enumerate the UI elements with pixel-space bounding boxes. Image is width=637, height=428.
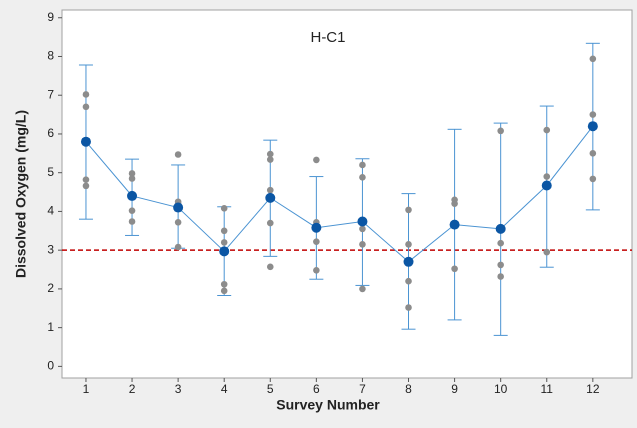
x-tick-label: 10	[494, 382, 508, 396]
observation	[174, 151, 182, 158]
observation	[174, 218, 182, 226]
observation	[359, 241, 366, 248]
observation	[359, 225, 366, 233]
observation	[220, 205, 228, 212]
observation	[128, 207, 136, 214]
x-tick-label: 9	[451, 382, 458, 396]
observation	[451, 265, 458, 273]
y-tick-label: 9	[47, 10, 54, 24]
observation	[128, 175, 136, 182]
mean-marker	[219, 246, 230, 257]
observation	[313, 267, 320, 274]
observation	[313, 238, 320, 245]
mean-marker	[265, 192, 276, 203]
observation	[405, 206, 412, 214]
observation	[497, 127, 504, 135]
observation	[359, 285, 366, 293]
observation	[497, 239, 504, 247]
observation	[497, 273, 504, 280]
x-tick-label: 4	[221, 382, 228, 396]
x-tick-label: 8	[405, 382, 412, 396]
x-tick-label: 12	[586, 382, 600, 396]
y-tick-label: 5	[47, 165, 54, 179]
y-tick-label: 0	[47, 359, 54, 373]
mean-marker	[495, 223, 506, 234]
observation	[128, 170, 136, 177]
observation	[82, 91, 90, 98]
y-tick-label: 4	[47, 204, 54, 218]
observation	[220, 239, 228, 246]
observation	[266, 219, 274, 227]
x-axis-label: Survey Number	[276, 397, 380, 413]
y-tick-label: 1	[47, 320, 54, 334]
observation	[359, 174, 366, 181]
y-tick-label: 3	[47, 242, 54, 256]
observation	[266, 263, 274, 271]
observation	[589, 111, 597, 118]
y-tick-label: 7	[47, 87, 54, 101]
y-axis-label: Dissolved Oxygen (mg/L)	[13, 110, 29, 278]
observation	[220, 280, 228, 288]
x-tick-label: 6	[313, 382, 320, 396]
mean-marker	[403, 256, 414, 267]
y-tick-label: 8	[47, 49, 54, 63]
x-tick-label: 3	[175, 382, 182, 396]
x-tick-label: 5	[267, 382, 274, 396]
observation	[266, 156, 274, 163]
observation	[266, 150, 274, 158]
observation	[220, 287, 228, 295]
observation	[543, 173, 551, 180]
observation	[543, 248, 551, 256]
observation	[405, 241, 412, 248]
observation	[313, 156, 320, 164]
y-tick-label: 2	[47, 281, 54, 295]
mean-marker	[587, 121, 598, 132]
y-tick-label: 6	[47, 126, 54, 140]
observation	[174, 243, 182, 251]
mean-marker	[449, 219, 460, 230]
observation	[497, 261, 504, 269]
observation	[266, 186, 274, 194]
x-tick-label: 1	[83, 382, 90, 396]
mean-marker	[127, 190, 138, 201]
observation	[220, 227, 228, 235]
observation	[589, 55, 597, 63]
observation	[82, 103, 90, 111]
observation	[451, 200, 458, 207]
observation	[589, 175, 597, 183]
observation	[589, 150, 597, 157]
chart-title: H-C1	[310, 29, 345, 46]
x-tick-label: 7	[359, 382, 366, 396]
observation	[82, 176, 90, 183]
mean-marker	[80, 136, 91, 147]
mean-line	[85, 125, 594, 263]
observation	[543, 126, 551, 134]
observation	[405, 304, 412, 311]
x-tick-label: 2	[129, 382, 136, 396]
mean-marker	[173, 202, 184, 213]
observation	[128, 218, 136, 225]
observation	[82, 182, 90, 190]
mean-marker	[541, 180, 552, 191]
x-tick-label: 11	[541, 382, 554, 396]
mean-marker	[357, 216, 368, 227]
mean-marker	[311, 222, 322, 233]
observation	[405, 277, 412, 285]
observation	[359, 161, 366, 169]
